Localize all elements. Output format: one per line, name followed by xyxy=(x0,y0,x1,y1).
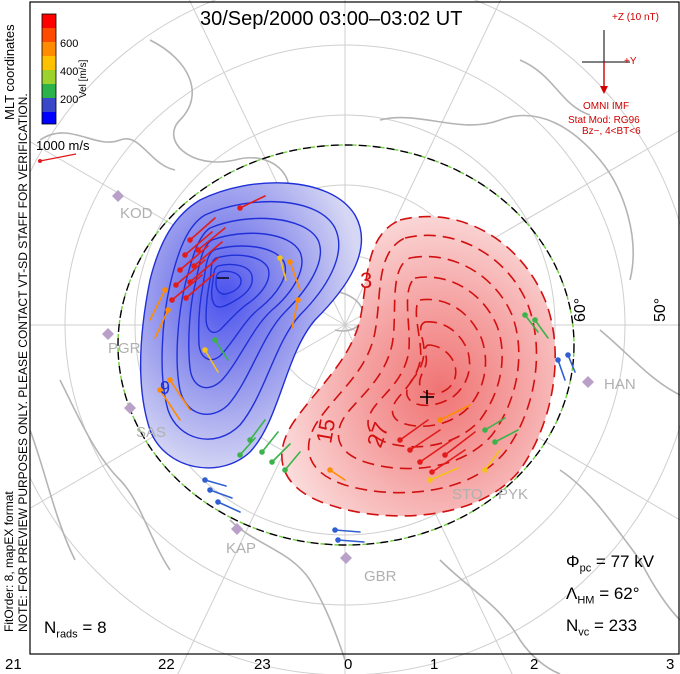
imf-model-line1: Stat Mod: RG96 xyxy=(568,115,640,126)
contour-label-15: 15 xyxy=(311,416,341,446)
imf-scale-label: +Z (10 nT) xyxy=(612,12,659,23)
negative-cell-fill xyxy=(139,182,363,469)
station-kod: KOD xyxy=(120,205,153,222)
n-vc-stat: Nvc = 233 xyxy=(566,616,638,639)
lambda-hm-stat: ΛHM = 62° xyxy=(566,584,640,607)
positive-potential-cell xyxy=(281,215,556,517)
map-title: 30/Sep/2000 03:00–03:02 UT xyxy=(200,8,463,30)
coastlines xyxy=(30,39,680,674)
station-kap: KAP xyxy=(226,540,257,557)
lat-label-50: 50° xyxy=(652,297,669,322)
fit-note: FitOrder: 8, mapEX format xyxy=(2,491,16,632)
n-vc-value: 233 xyxy=(608,616,638,635)
mlt-tick-23: 23 xyxy=(254,656,271,673)
colorbar-tick-600: 600 xyxy=(60,38,79,50)
contour-label-3: 3 xyxy=(360,268,373,293)
preview-note: NOTE: FOR PREVIEW PURPOSES ONLY. PLEASE … xyxy=(16,93,30,632)
contour-label-9: 9 xyxy=(160,378,171,398)
colorbar-tick-400: 400 xyxy=(60,66,79,78)
colorbar-title: Vel [m/s] xyxy=(78,59,89,98)
lambda-hm-value: 62° xyxy=(613,584,640,603)
velocity-colorbar xyxy=(41,13,57,125)
velocity-vectors xyxy=(149,195,576,543)
station-gbr: GBR xyxy=(364,568,397,585)
station-markers xyxy=(102,190,594,564)
lat-label-60: 60° xyxy=(572,297,589,322)
n-rads-value: 8 xyxy=(97,618,107,637)
mlt-tick-0: 0 xyxy=(344,656,353,673)
station-pyk: PYK xyxy=(498,486,529,503)
reference-vector-label: 1000 m/s xyxy=(36,138,90,153)
station-pgr: PGR xyxy=(108,340,141,357)
station-han: HAN xyxy=(604,376,636,393)
phi-pc-value: 77 kV xyxy=(610,552,655,571)
colorbar-tick-200: 200 xyxy=(60,94,79,106)
imf-dial xyxy=(582,30,630,94)
plot-frame xyxy=(29,1,680,655)
reference-vector-line xyxy=(39,153,77,162)
n-rads-stat: Nrads = 8 xyxy=(44,618,107,641)
negative-potential-cell xyxy=(139,182,363,469)
mlt-tick-21: 21 xyxy=(5,656,22,673)
station-sto: STO xyxy=(452,486,483,503)
station-sas: SAS xyxy=(136,424,167,441)
mlt-tick-2: 2 xyxy=(530,656,539,673)
imf-source: OMNI IMF xyxy=(583,101,630,112)
mlt-tick-22: 22 xyxy=(158,656,175,673)
mlt-tick-3: 3 xyxy=(666,656,675,673)
coord-label: MLT coordinates xyxy=(2,24,17,120)
imf-y-label: +Y xyxy=(624,56,637,67)
imf-model-line2: Bz−, 4<BT<6 xyxy=(582,126,641,137)
mlt-tick-1: 1 xyxy=(430,656,439,673)
hm-boundary xyxy=(117,144,575,546)
phi-pc-stat: Φpc = 77 kV xyxy=(566,552,655,575)
